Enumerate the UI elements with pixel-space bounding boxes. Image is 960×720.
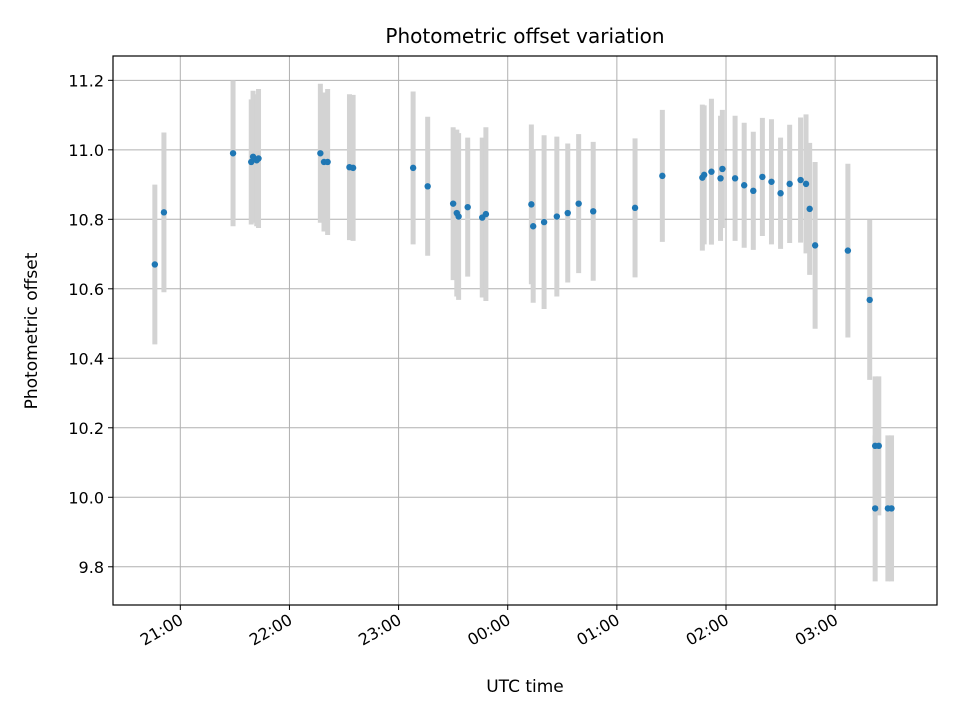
data-point: [768, 178, 775, 185]
data-point: [844, 247, 852, 254]
y-tick-label: 10.2: [68, 419, 104, 438]
data-point: [248, 158, 255, 166]
data-point: [553, 213, 561, 220]
data-point: [528, 201, 535, 208]
data-points: [151, 150, 895, 512]
y-tick-label: 10.4: [68, 349, 104, 368]
data-point: [806, 205, 813, 213]
y-tick-label: 9.8: [79, 558, 104, 577]
data-point: [888, 505, 895, 512]
data-point: [750, 187, 757, 195]
data-point: [731, 175, 739, 182]
data-point: [786, 180, 793, 188]
data-point: [717, 175, 724, 182]
x-axis-label: UTC time: [486, 677, 564, 697]
data-point: [631, 204, 639, 212]
data-point: [160, 209, 168, 216]
data-point: [590, 208, 597, 215]
data-point: [797, 176, 804, 184]
y-tick-label: 10.8: [68, 210, 104, 229]
data-point: [708, 168, 715, 175]
data-point: [802, 180, 810, 188]
y-tick-label: 10.0: [68, 488, 104, 507]
data-point: [777, 190, 784, 197]
data-point: [540, 218, 548, 226]
y-tick-label: 11.0: [68, 141, 104, 160]
data-point: [455, 213, 462, 220]
data-point: [659, 172, 666, 180]
data-point: [564, 209, 571, 217]
y-axis-label: Photometric offset: [22, 252, 42, 409]
data-point: [759, 173, 766, 181]
data-point: [719, 165, 726, 173]
data-point: [529, 223, 537, 230]
chart-title: Photometric offset variation: [385, 24, 664, 48]
data-point: [866, 296, 873, 304]
y-tick-label: 11.2: [68, 71, 104, 90]
data-point: [255, 155, 262, 162]
data-point: [811, 242, 819, 249]
data-point: [424, 183, 431, 190]
data-point: [875, 442, 882, 450]
y-axis-ticks: 9.8 10.0 10.2 10.4 10.6 10.8 11.0 11.2: [68, 71, 113, 577]
data-point: [575, 200, 582, 207]
data-point: [740, 182, 748, 189]
data-point: [871, 505, 879, 512]
y-tick-label: 10.6: [68, 280, 104, 299]
data-point: [317, 150, 324, 157]
data-point: [324, 158, 331, 166]
data-point: [151, 261, 159, 268]
data-point: [700, 171, 708, 179]
data-point: [449, 200, 457, 207]
plot-frame: [112, 55, 938, 606]
data-point: [464, 203, 471, 211]
data-point: [229, 150, 237, 157]
data-point: [409, 164, 417, 172]
data-point: [349, 164, 357, 172]
data-point: [482, 210, 490, 218]
